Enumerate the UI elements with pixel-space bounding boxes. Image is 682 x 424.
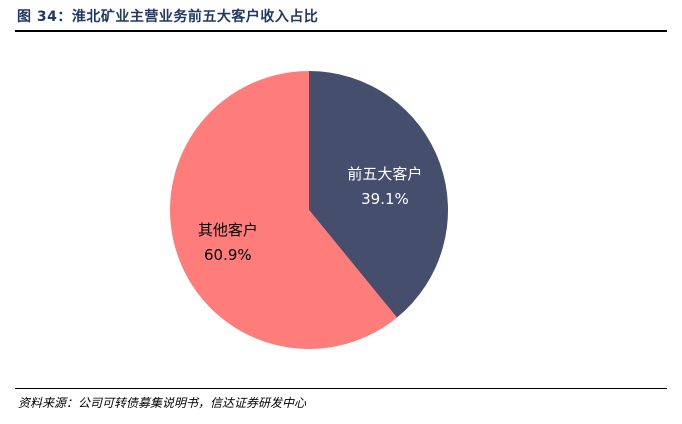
- pie-labels: 前五大客户 39.1% 其他客户 60.9%: [198, 165, 423, 264]
- slice-label-2: 其他客户: [198, 221, 258, 239]
- top-rule: [15, 30, 667, 32]
- pie-slices: [169, 71, 448, 349]
- pie-slice-1: [309, 71, 448, 318]
- figure-title: 图 34：淮北矿业主营业务前五大客户收入占比: [17, 9, 319, 25]
- bottom-rule: [15, 388, 667, 389]
- source-note: 资料来源：公司可转债募集说明书，信达证券研发中心: [18, 396, 307, 410]
- slice-label-1: 前五大客户: [347, 165, 422, 183]
- pie-slice-2: [169, 71, 397, 349]
- slice-value-label-1: 39.1%: [361, 190, 409, 208]
- slice-value-label-2: 60.9%: [204, 246, 252, 264]
